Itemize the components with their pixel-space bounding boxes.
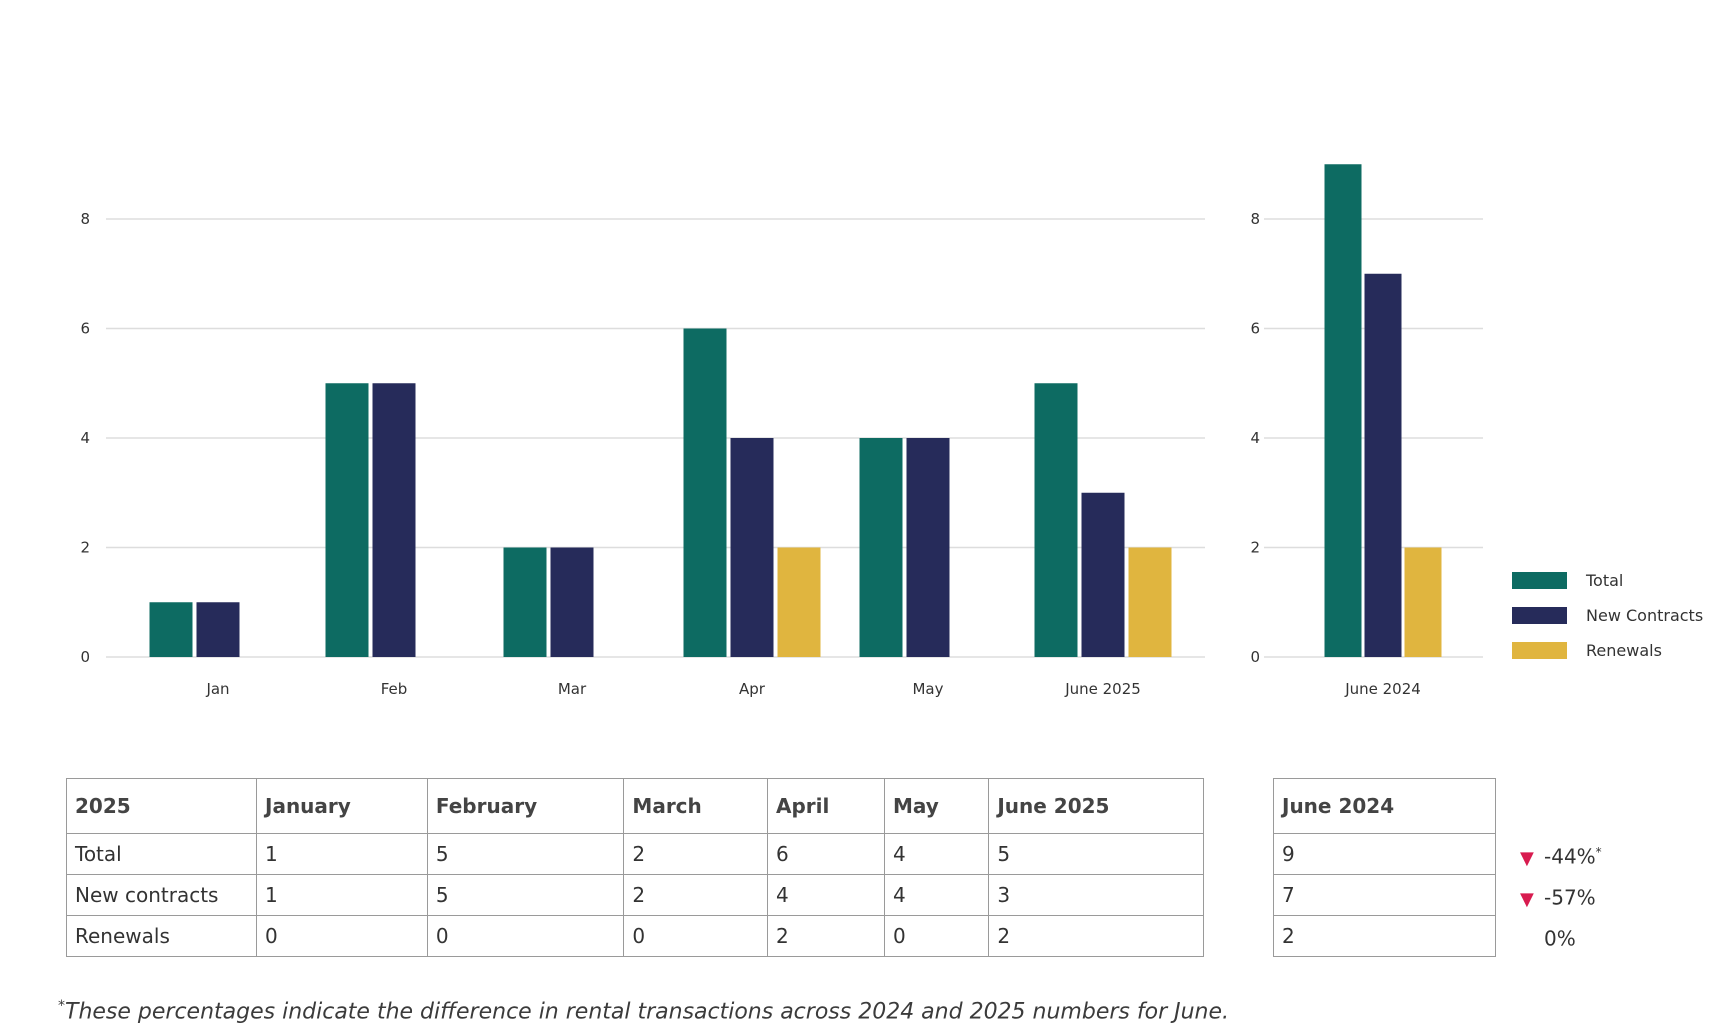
table-row-new-contracts: New contracts 1 5 2 4 4 3 <box>66 874 1204 916</box>
bar-total <box>503 547 547 657</box>
bar-total <box>859 438 903 657</box>
footnote: *These percentages indicate the differen… <box>58 998 1229 1024</box>
table-cell: 1 <box>256 874 428 916</box>
bar-new-contracts <box>730 438 774 657</box>
bar-total <box>149 602 193 657</box>
y-tick-label: 4 <box>80 429 90 447</box>
table-header-year: 2025 <box>66 778 257 834</box>
row-label: Renewals <box>66 915 257 957</box>
x-tick-label: Apr <box>739 680 766 698</box>
y-tick-label: 8 <box>80 210 90 228</box>
table-2024-header-row: June 2024 <box>1273 778 1496 834</box>
row-label: New contracts <box>66 874 257 916</box>
table-cell: 4 <box>883 874 990 916</box>
table-row-renewals: 2 <box>1273 915 1496 957</box>
table-header-june-2024: June 2024 <box>1273 778 1496 834</box>
footnote-mark: * <box>58 998 65 1014</box>
x-tick-label: June 2024 <box>1344 680 1421 698</box>
legend-swatch <box>1512 642 1567 659</box>
y-tick-label: 2 <box>1250 539 1260 557</box>
table-header-month: May <box>883 778 990 834</box>
pct-value: -57% <box>1544 885 1596 910</box>
y-tick-label: 0 <box>1250 648 1260 666</box>
bar-renewals <box>1128 547 1172 657</box>
legend-label: New Contracts <box>1586 606 1703 625</box>
x-tick-label: June 2025 <box>1064 680 1141 698</box>
chart-2025: 0 2 4 6 8 Jan Feb Mar Apr May June 2025 <box>80 210 1205 698</box>
bar-new-contracts <box>906 438 950 657</box>
legend-label: Renewals <box>1586 641 1662 660</box>
bar-charts: 0 2 4 6 8 Jan Feb Mar Apr May June 2025 0 2 4 6 8 June … <box>80 164 1703 698</box>
table-2025-header-row: 2025 January February March April May Ju… <box>66 778 1204 834</box>
bar-total <box>1034 383 1078 657</box>
table-cell: 0 <box>426 915 625 957</box>
table-cell: 0 <box>256 915 428 957</box>
table-cell: 7 <box>1273 874 1496 916</box>
table-cell: 2 <box>1273 915 1496 957</box>
pct-change-new-contracts: ▼ -57% <box>1520 873 1596 913</box>
bar-new-contracts <box>196 602 240 657</box>
y-tick-label: 6 <box>1250 320 1260 338</box>
footnote-text: These percentages indicate the differenc… <box>65 999 1230 1025</box>
table-cell: 0 <box>623 915 768 957</box>
bar-total <box>1324 164 1362 657</box>
table-cell: 4 <box>766 874 885 916</box>
legend-swatch <box>1512 607 1567 624</box>
table-june-2024: June 2024 9 7 2 <box>1273 778 1496 957</box>
chart-legend: Total New Contracts Renewals <box>1512 571 1703 660</box>
table-cell: 1 <box>256 833 428 875</box>
table-cell: 4 <box>883 833 990 875</box>
table-header-month: March <box>623 778 768 834</box>
table-row-new-contracts: 7 <box>1273 874 1496 916</box>
down-arrow-icon: ▼ <box>1520 847 1534 869</box>
bar-new-contracts <box>1081 492 1125 657</box>
table-row-total: Total 1 5 2 6 4 5 <box>66 833 1204 875</box>
table-cell: 2 <box>766 915 885 957</box>
y-tick-label: 4 <box>1250 429 1260 447</box>
chart-june-2024: 0 2 4 6 8 June 2024 <box>1250 164 1483 698</box>
table-cell: 2 <box>988 915 1204 957</box>
table-cell: 6 <box>766 833 885 875</box>
bar-renewals <box>777 547 821 657</box>
y-tick-label: 6 <box>80 320 90 338</box>
legend-label: Total <box>1585 571 1623 590</box>
down-arrow-icon: ▼ <box>1520 888 1534 910</box>
y-tick-label: 0 <box>80 648 90 666</box>
legend-swatch <box>1512 572 1567 589</box>
table-header-month: February <box>426 778 625 834</box>
x-tick-label: Mar <box>558 680 587 698</box>
table-cell: 0 <box>883 915 990 957</box>
bar-new-contracts <box>372 383 416 657</box>
x-tick-label: Jan <box>205 680 229 698</box>
bar-total <box>683 328 727 657</box>
table-cell: 5 <box>426 833 625 875</box>
y-tick-label: 8 <box>1250 210 1260 228</box>
table-cell: 5 <box>426 874 625 916</box>
x-tick-label: May <box>912 680 943 698</box>
table-cell: 2 <box>623 874 768 916</box>
x-tick-label: Feb <box>381 680 408 698</box>
table-2025: 2025 January February March April May Ju… <box>66 778 1204 957</box>
pct-change-renewals: 0% <box>1520 914 1576 954</box>
bar-renewals <box>1404 547 1442 657</box>
pct-value: 0% <box>1544 926 1576 951</box>
bar-new-contracts <box>1364 273 1402 657</box>
table-cell: 5 <box>988 833 1204 875</box>
bar-new-contracts <box>550 547 594 657</box>
pct-change-total: ▼ -44%* <box>1520 832 1602 872</box>
row-label: Total <box>66 833 257 875</box>
bar-total <box>325 383 369 657</box>
table-cell: 2 <box>623 833 768 875</box>
table-header-month: June 2025 <box>988 778 1204 834</box>
table-header-month: April <box>766 778 885 834</box>
table-row-total: 9 <box>1273 833 1496 875</box>
table-header-month: January <box>256 778 428 834</box>
table-row-renewals: Renewals 0 0 0 2 0 2 <box>66 915 1204 957</box>
y-tick-label: 2 <box>80 539 90 557</box>
table-cell: 3 <box>988 874 1204 916</box>
footnote-mark: * <box>1595 845 1602 859</box>
pct-value: -44% <box>1544 844 1596 869</box>
table-cell: 9 <box>1273 833 1496 875</box>
